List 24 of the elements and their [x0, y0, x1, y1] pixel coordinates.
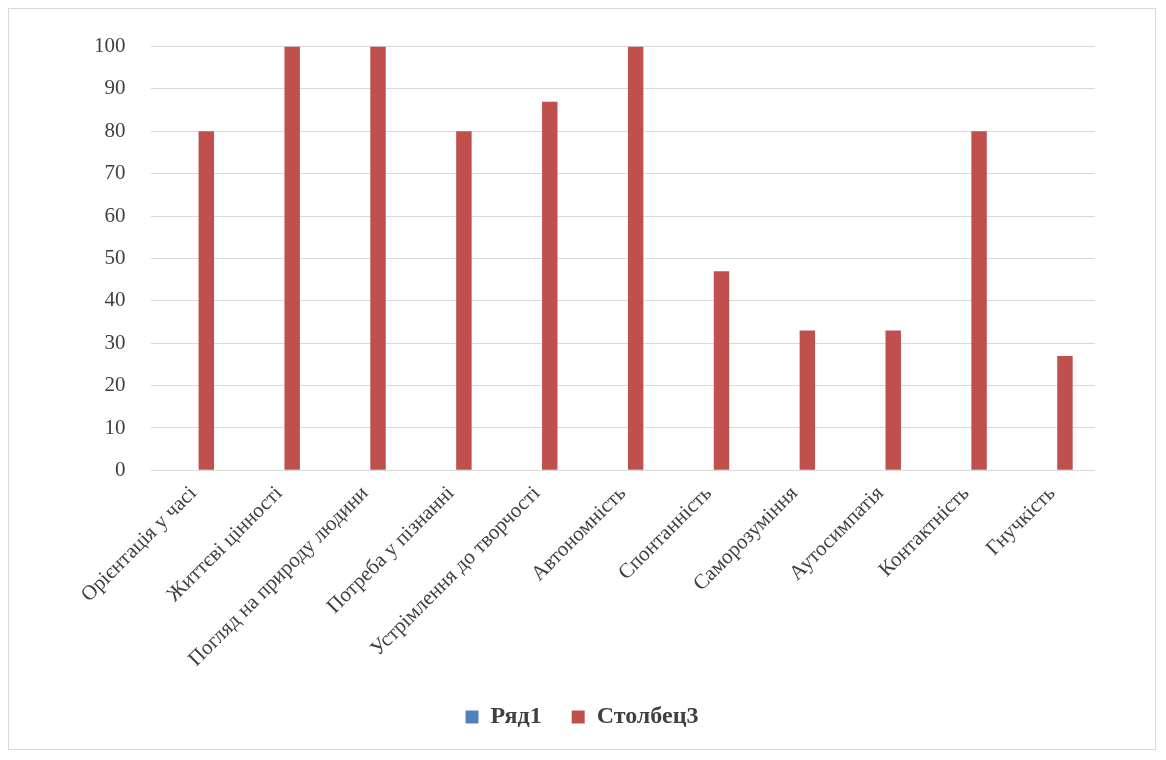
y-tick-label: 30	[104, 329, 126, 354]
y-tick-label: 80	[104, 117, 126, 142]
y-tick-label: 100	[94, 33, 126, 58]
bar	[284, 46, 300, 470]
y-tick-label: 60	[104, 202, 126, 227]
bar	[370, 46, 386, 470]
bar	[799, 330, 816, 470]
bar	[971, 131, 987, 470]
y-tick-label: 0	[115, 456, 126, 481]
bar	[885, 330, 901, 470]
y-tick-label: 10	[104, 414, 126, 439]
y-tick-label: 70	[104, 160, 126, 185]
y-tick-label: 90	[104, 75, 126, 100]
legend-label: Ряд1	[490, 702, 542, 729]
bar	[713, 271, 730, 470]
bar	[198, 131, 215, 470]
y-tick-label: 40	[104, 287, 126, 312]
legend-label: Столбец3	[596, 702, 699, 729]
y-tick-label: 20	[104, 372, 126, 397]
bar	[1057, 355, 1073, 470]
bar	[456, 131, 472, 470]
y-tick-label: 50	[104, 245, 126, 269]
bar	[542, 101, 558, 470]
bar	[627, 46, 644, 470]
